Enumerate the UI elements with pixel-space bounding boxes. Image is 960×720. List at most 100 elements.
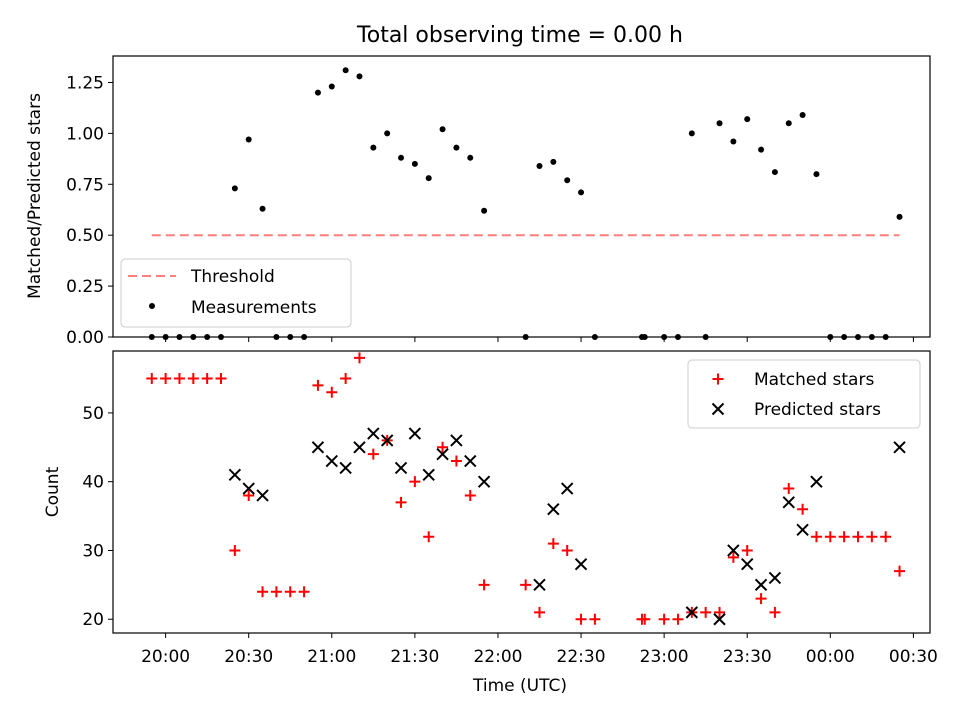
- matched-star-point: [146, 373, 158, 385]
- measurement-point: [536, 162, 543, 169]
- predicted-star-point: [380, 434, 394, 447]
- matched-star-point: [852, 531, 864, 543]
- legend-predicted-marker: [711, 402, 725, 416]
- measurement-point: [688, 130, 695, 137]
- matched-star-point: [229, 544, 241, 556]
- measurement-point: [356, 73, 363, 80]
- predicted-star-point: [768, 571, 782, 585]
- matched-star-point: [658, 613, 670, 625]
- measurement-point: [384, 130, 391, 137]
- matched-star-point: [783, 483, 795, 495]
- predicted-star-point: [533, 578, 546, 592]
- top-legend: Threshold Measurements: [120, 258, 352, 328]
- predicted-star-point: [353, 441, 366, 454]
- matched-star-point: [284, 586, 296, 598]
- measurement-point: [453, 144, 460, 151]
- matched-star-point: [575, 613, 587, 625]
- top-axes-frame: [112, 55, 931, 338]
- x-tick-label: 21:00: [307, 647, 356, 667]
- top-y-tick-label: 0.50: [66, 226, 104, 246]
- measurement-point: [550, 158, 557, 165]
- measurement-point: [813, 171, 820, 178]
- matched-star-point: [797, 503, 809, 515]
- matched-star-point: [741, 544, 753, 556]
- matched-star-point: [450, 455, 462, 467]
- top-y-tick-label: 0.25: [66, 277, 104, 297]
- predicted-star-point: [256, 489, 269, 502]
- bottom-y-tick-label: 50: [82, 404, 104, 424]
- measurement-point: [328, 83, 335, 90]
- matched-star-point: [561, 544, 573, 556]
- bottom-axes-frame: [112, 350, 931, 634]
- predicted-star-point: [311, 441, 325, 454]
- matched-star-point: [298, 586, 310, 598]
- matched-star-point: [409, 476, 421, 488]
- matched-star-point: [755, 593, 767, 605]
- top-panel: 0.00 0.25 0.50 0.75 1.00 1.25 Matched/Predict…: [25, 55, 931, 348]
- measurement-point: [245, 136, 252, 143]
- measurement-point: [259, 205, 266, 212]
- matched-star-point: [639, 613, 651, 625]
- top-legend-box: [120, 258, 352, 328]
- matched-star-point: [423, 531, 435, 543]
- top-y-tick-label: 1.25: [66, 73, 104, 93]
- x-tick-label: 23:30: [723, 647, 772, 667]
- measurement-point: [896, 213, 903, 220]
- predicted-star-point: [228, 468, 242, 482]
- predicted-star-point: [893, 441, 906, 454]
- legend-matched-label: Matched stars: [754, 370, 874, 390]
- matched-star-point: [714, 606, 726, 618]
- x-tick-label: 22:00: [473, 647, 522, 667]
- bottom-y-tick-label: 20: [82, 610, 104, 630]
- legend-measurements-label: Measurements: [191, 298, 317, 318]
- measurement-point: [758, 146, 765, 153]
- x-tick-label: 20:30: [224, 647, 273, 667]
- x-tick-label: 22:30: [557, 647, 606, 667]
- bottom-y-axis: 20 30 40 50: [82, 404, 113, 630]
- measurement-point: [467, 154, 474, 161]
- matched-star-point: [395, 496, 407, 508]
- matched-star-point: [824, 531, 836, 543]
- predicted-star-point: [464, 454, 477, 468]
- matched-star-point: [173, 373, 185, 385]
- matched-star-point: [478, 579, 490, 591]
- measurement-point: [716, 120, 723, 127]
- legend-measurements-swatch: [149, 303, 155, 309]
- matched-star-point: [160, 373, 172, 385]
- chart-title: Total observing time = 0.00 h: [356, 23, 683, 48]
- matched-star-point: [547, 538, 559, 550]
- matched-star-point: [700, 606, 712, 618]
- measurement-point: [564, 177, 571, 184]
- top-y-axis-label: Matched/Predicted stars: [25, 93, 45, 299]
- measurement-point: [398, 154, 405, 161]
- predicted-star-point: [450, 434, 463, 447]
- predicted-star-point: [367, 427, 380, 440]
- x-tick-label: 00:30: [889, 647, 938, 667]
- matched-star-point: [727, 551, 739, 563]
- measurement-point: [744, 116, 751, 123]
- bottom-y-axis-label: Count: [43, 466, 63, 517]
- predicted-star-point: [741, 558, 754, 571]
- measurement-point: [342, 67, 349, 74]
- measurement-point: [578, 189, 585, 196]
- predicted-star-point: [422, 468, 435, 482]
- matched-star-point: [257, 586, 269, 598]
- measurement-point: [439, 126, 446, 133]
- top-y-tick-label: 0.00: [66, 328, 104, 348]
- matched-star-point: [437, 441, 449, 453]
- predicted-star-point: [782, 496, 795, 509]
- matched-star-point: [326, 386, 338, 398]
- measurement-point: [425, 175, 432, 182]
- predicted-star-point: [408, 427, 422, 440]
- matched-star-point: [810, 531, 822, 543]
- matched-star-point: [520, 579, 532, 591]
- matched-star-point: [880, 531, 892, 543]
- matched-star-point: [534, 606, 546, 618]
- matched-star-point: [243, 489, 255, 501]
- top-y-tick-label: 1.00: [66, 124, 104, 144]
- matched-star-point: [838, 531, 850, 543]
- matched-star-point: [312, 379, 324, 391]
- matched-star-point: [589, 613, 601, 625]
- x-tick-label: 21:30: [390, 647, 439, 667]
